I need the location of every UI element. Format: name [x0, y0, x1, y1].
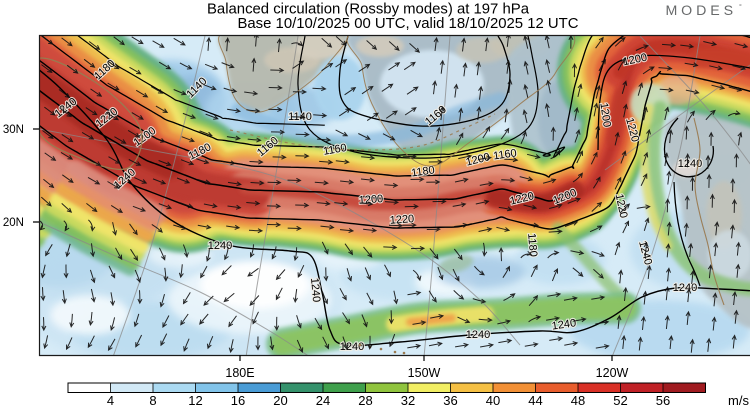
svg-text:1240: 1240	[340, 341, 364, 353]
svg-text:56: 56	[656, 393, 670, 408]
svg-text:28: 28	[358, 393, 372, 408]
svg-text:1240: 1240	[308, 277, 322, 302]
svg-text:1220: 1220	[389, 213, 414, 227]
svg-text:150W: 150W	[408, 366, 441, 380]
svg-text:1240: 1240	[466, 329, 490, 341]
svg-text:m/s: m/s	[728, 393, 749, 408]
svg-text:20N: 20N	[3, 217, 24, 229]
svg-text:44: 44	[528, 393, 542, 408]
svg-text:20: 20	[273, 393, 287, 408]
svg-text:1240: 1240	[673, 282, 697, 294]
svg-text:30N: 30N	[3, 124, 24, 136]
svg-text:MODES: MODES	[665, 3, 737, 19]
svg-text:°: °	[739, 3, 742, 11]
svg-text:12: 12	[188, 393, 202, 408]
svg-text:1180: 1180	[410, 164, 435, 179]
svg-text:36: 36	[443, 393, 457, 408]
svg-text:32: 32	[401, 393, 415, 408]
svg-text:4: 4	[107, 393, 114, 408]
svg-text:1200: 1200	[597, 102, 612, 128]
svg-text:16: 16	[231, 393, 245, 408]
svg-text:Balanced circulation (Rossby m: Balanced circulation (Rossby modes) at 1…	[207, 2, 530, 18]
svg-text:1240: 1240	[208, 240, 232, 252]
svg-text:1160: 1160	[322, 142, 347, 158]
svg-text:24: 24	[316, 393, 330, 408]
svg-text:180E: 180E	[225, 366, 254, 380]
svg-text:52: 52	[613, 393, 627, 408]
svg-text:40: 40	[486, 393, 500, 408]
svg-text:1240: 1240	[551, 317, 577, 332]
svg-text:1240: 1240	[678, 158, 702, 170]
svg-text:8: 8	[149, 393, 156, 408]
svg-text:48: 48	[571, 393, 585, 408]
svg-text:120W: 120W	[596, 366, 629, 380]
svg-text:Base 10/10/2025 00 UTC, valid: Base 10/10/2025 00 UTC, valid 18/10/2025…	[237, 16, 578, 32]
